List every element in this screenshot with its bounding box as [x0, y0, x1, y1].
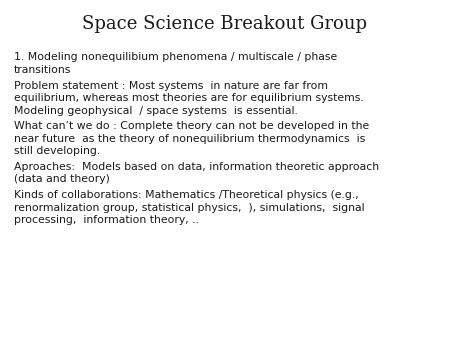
Text: Aproaches:  Models based on data, information theoretic approach
(data and theor: Aproaches: Models based on data, informa…: [14, 162, 378, 184]
Text: Space Science Breakout Group: Space Science Breakout Group: [82, 15, 368, 33]
Text: Problem statement : Most systems  in nature are far from
equilibrium, whereas mo: Problem statement : Most systems in natu…: [14, 81, 363, 116]
Text: 1. Modeling nonequilibium phenomena / multiscale / phase
transitions: 1. Modeling nonequilibium phenomena / mu…: [14, 52, 337, 75]
Text: Kinds of collaborations: Mathematics /Theoretical physics (e.g.,
renormalization: Kinds of collaborations: Mathematics /Th…: [14, 190, 364, 225]
Text: What can’t we do : Complete theory can not be developed in the
near future  as t: What can’t we do : Complete theory can n…: [14, 121, 369, 156]
